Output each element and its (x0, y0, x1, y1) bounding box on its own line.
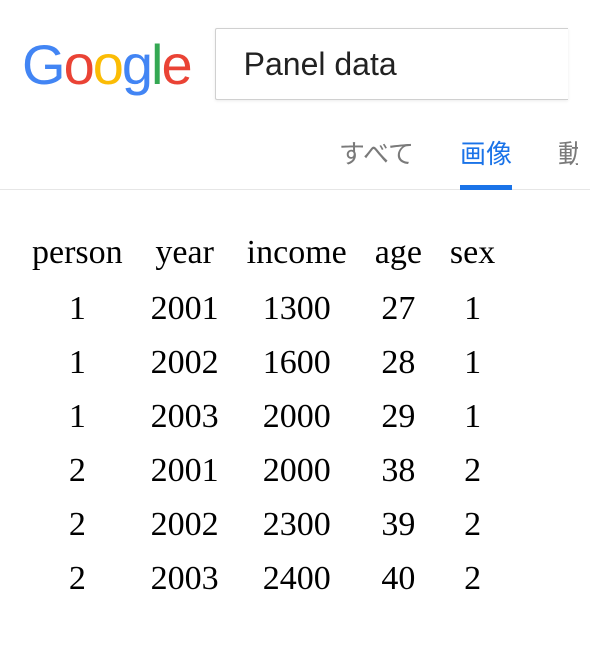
logo-letter: G (22, 33, 64, 96)
cell: 2003 (137, 552, 233, 606)
cell: 2 (18, 552, 137, 606)
cell: 2000 (233, 444, 361, 498)
cell: 2 (436, 552, 509, 606)
cell: 1 (18, 390, 137, 444)
col-person: person (18, 230, 137, 282)
table-header-row: person year income age sex (18, 230, 509, 282)
cell: 38 (361, 444, 436, 498)
cell: 2 (18, 498, 137, 552)
google-logo[interactable]: Google (22, 32, 191, 97)
col-income: income (233, 230, 361, 282)
cell: 1 (18, 336, 137, 390)
result-content: person year income age sex 1 2001 1300 2… (0, 190, 590, 606)
tab-videos[interactable]: 動 (558, 134, 578, 189)
cell: 2 (436, 444, 509, 498)
cell: 29 (361, 390, 436, 444)
tab-all[interactable]: すべて (339, 134, 414, 189)
cell: 1600 (233, 336, 361, 390)
logo-letter: o (64, 33, 93, 96)
tab-images[interactable]: 画像 (460, 134, 512, 189)
cell: 2002 (137, 336, 233, 390)
search-tabs: すべて 画像 動 (0, 120, 590, 190)
cell: 2001 (137, 282, 233, 336)
table-body: 1 2001 1300 27 1 1 2002 1600 28 1 1 2003… (18, 282, 509, 606)
cell: 28 (361, 336, 436, 390)
cell: 1 (436, 336, 509, 390)
cell: 2 (18, 444, 137, 498)
cell: 1300 (233, 282, 361, 336)
panel-data-table: person year income age sex 1 2001 1300 2… (18, 230, 509, 606)
logo-letter: e (161, 33, 190, 96)
logo-letter: g (122, 33, 151, 96)
cell: 2001 (137, 444, 233, 498)
table-row: 1 2001 1300 27 1 (18, 282, 509, 336)
cell: 2300 (233, 498, 361, 552)
logo-letter: l (151, 33, 161, 96)
table-row: 1 2003 2000 29 1 (18, 390, 509, 444)
search-box[interactable] (215, 28, 568, 100)
header: Google (0, 0, 590, 120)
table-row: 2 2002 2300 39 2 (18, 498, 509, 552)
cell: 40 (361, 552, 436, 606)
cell: 27 (361, 282, 436, 336)
table-row: 2 2003 2400 40 2 (18, 552, 509, 606)
cell: 2003 (137, 390, 233, 444)
cell: 2000 (233, 390, 361, 444)
cell: 1 (436, 390, 509, 444)
cell: 1 (436, 282, 509, 336)
logo-letter: o (93, 33, 122, 96)
search-input[interactable] (244, 46, 568, 83)
col-age: age (361, 230, 436, 282)
cell: 39 (361, 498, 436, 552)
cell: 2 (436, 498, 509, 552)
table-row: 1 2002 1600 28 1 (18, 336, 509, 390)
cell: 2400 (233, 552, 361, 606)
cell: 2002 (137, 498, 233, 552)
table-row: 2 2001 2000 38 2 (18, 444, 509, 498)
col-sex: sex (436, 230, 509, 282)
cell: 1 (18, 282, 137, 336)
col-year: year (137, 230, 233, 282)
